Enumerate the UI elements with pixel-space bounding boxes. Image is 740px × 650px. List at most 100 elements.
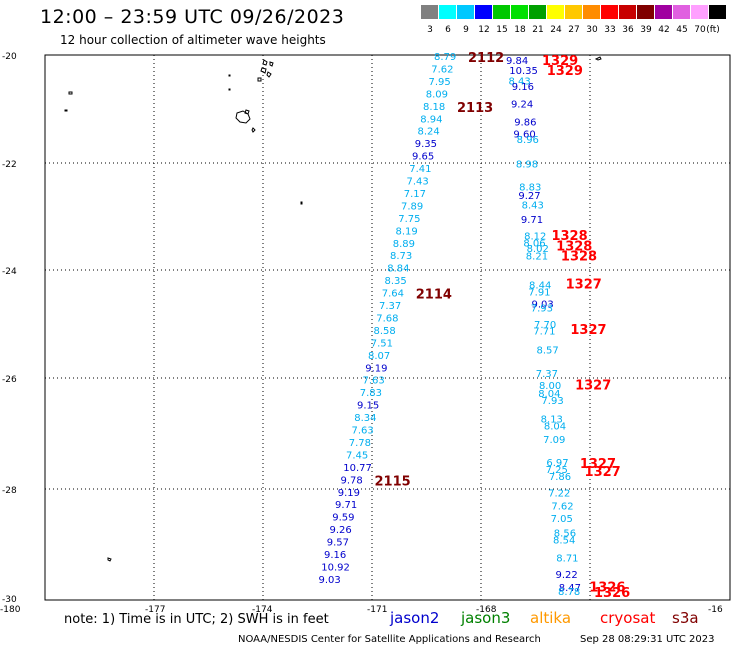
wave-height-value: 9.65 (412, 152, 434, 163)
wave-height-value: 9.71 (335, 500, 357, 511)
wave-height-value: 7.89 (401, 201, 423, 212)
wave-height-value: 9.60 (513, 129, 535, 140)
cycle-label: 1326 (589, 581, 625, 596)
legend-swatch (511, 5, 528, 19)
cycle-label: 2113 (457, 101, 493, 116)
wave-height-value: 9.78 (341, 475, 363, 486)
wave-height-value: 8.44 (529, 280, 551, 291)
lat-label: -26 (2, 375, 17, 385)
satellite-name: altika (530, 609, 572, 627)
cycle-label: 1329 (547, 64, 583, 79)
wave-height-value: 7.95 (429, 77, 451, 88)
lat-label: -20 (2, 52, 17, 62)
island-outlines (64, 56, 602, 562)
cycle-label: 1328 (556, 240, 592, 255)
wave-height-value: 8.43 (522, 201, 544, 212)
lat-label: -30 (2, 595, 17, 605)
cycle-label: 1327 (585, 465, 621, 480)
satellite-name: cryosat (600, 609, 656, 627)
cycle-label: 1327 (566, 278, 602, 293)
legend-label: 30 (586, 25, 598, 35)
wave-height-value: 7.93 (541, 396, 563, 407)
legend-label: 12 (478, 25, 490, 35)
wave-height-value: 8.47 (559, 583, 581, 594)
wave-height-value: 8.09 (426, 89, 448, 100)
wave-height-value: 7.37 (536, 369, 558, 380)
legend-label: 18 (514, 25, 526, 35)
wave-height-value: 8.34 (354, 413, 376, 424)
cycle-label: 1327 (575, 379, 611, 394)
lon-label: -174 (252, 605, 273, 615)
legend-swatch (583, 5, 600, 19)
legend-swatch (709, 5, 726, 19)
page-title: 12:00 – 23:59 UTC 09/26/2023 (40, 6, 345, 28)
legend-swatch (547, 5, 564, 19)
wave-height-value: 7.68 (376, 313, 398, 324)
page-subtitle: 12 hour collection of altimeter wave hei… (60, 33, 326, 47)
legend-label: 27 (568, 25, 580, 35)
legend-label: 33 (604, 25, 616, 35)
cycle-label: 2115 (375, 474, 411, 489)
wave-height-value: 7.45 (346, 450, 368, 461)
grid-lines (45, 55, 730, 600)
wave-height-value: 8.00 (539, 381, 561, 392)
lon-label: -171 (367, 605, 387, 615)
wave-height-value: 8.79 (434, 52, 456, 63)
lat-label: -28 (2, 486, 17, 496)
wave-height-value: 8.43 (508, 77, 530, 88)
wave-height-value: 7.91 (528, 287, 550, 298)
cycle-label: 1327 (570, 323, 606, 338)
legend-label: 39 (640, 25, 652, 35)
satellite-name: jason3 (461, 609, 511, 627)
wave-height-value: 7.64 (382, 289, 404, 300)
legend-swatch (475, 5, 492, 19)
legend-swatch (619, 5, 636, 19)
wave-height-value: 8.54 (553, 536, 575, 547)
wave-height-value: 9.26 (330, 525, 352, 536)
wave-height-value: 9.22 (556, 570, 578, 581)
wave-height-value: 9.71 (521, 215, 543, 226)
legend-label: 42 (658, 25, 670, 35)
wave-height-value: 9.03 (532, 299, 554, 310)
wave-height-value: 8.13 (541, 414, 563, 425)
wave-height-value: 7.83 (360, 388, 382, 399)
wave-height-value: 8.12 (524, 231, 546, 242)
wave-height-value: 8.78 (558, 587, 580, 598)
credit-line: NOAA/NESDIS Center for Satellite Applica… (238, 634, 541, 645)
legend-swatch (529, 5, 546, 19)
wave-height-value: 8.04 (544, 422, 566, 433)
wave-height-value: 7.17 (404, 189, 426, 200)
lon-label: -16 (708, 605, 723, 615)
wave-height-value: 8.02 (527, 244, 549, 255)
wave-height-value: 10.92 (321, 562, 350, 573)
wave-height-value: 9.84 (506, 56, 528, 67)
wave-height-value: 7.25 (546, 465, 568, 476)
legend-swatch (673, 5, 690, 19)
wave-height-value: 9.35 (415, 139, 437, 150)
lat-label: -24 (2, 267, 17, 277)
wave-height-value: 8.83 (519, 183, 541, 194)
legend-swatch (457, 5, 474, 19)
legend-swatch (565, 5, 582, 19)
legend-label: 6 (445, 25, 451, 35)
legend-swatch (691, 5, 708, 19)
wave-height-value: 7.63 (352, 426, 374, 437)
wave-height-value: 10.35 (509, 66, 538, 77)
wave-height-value: 9.24 (511, 100, 533, 111)
cycle-label: 2112 (468, 51, 504, 66)
wave-height-value: 6.97 (546, 458, 568, 469)
wave-height-value: 9.16 (512, 82, 534, 93)
wave-height-value: 9.57 (327, 538, 349, 549)
wave-height-value: 7.62 (431, 64, 453, 75)
lon-label: -177 (145, 605, 165, 615)
wave-height-value: 8.18 (423, 102, 445, 113)
legend-swatch (655, 5, 672, 19)
legend-swatch (637, 5, 654, 19)
wave-height-value: 9.03 (319, 575, 341, 586)
wave-height-value: 8.24 (418, 127, 440, 138)
satellite-name: jason2 (390, 609, 440, 627)
legend-label: 3 (427, 25, 433, 35)
wave-height-value: 7.09 (543, 435, 565, 446)
legend-label: 24 (550, 25, 562, 35)
